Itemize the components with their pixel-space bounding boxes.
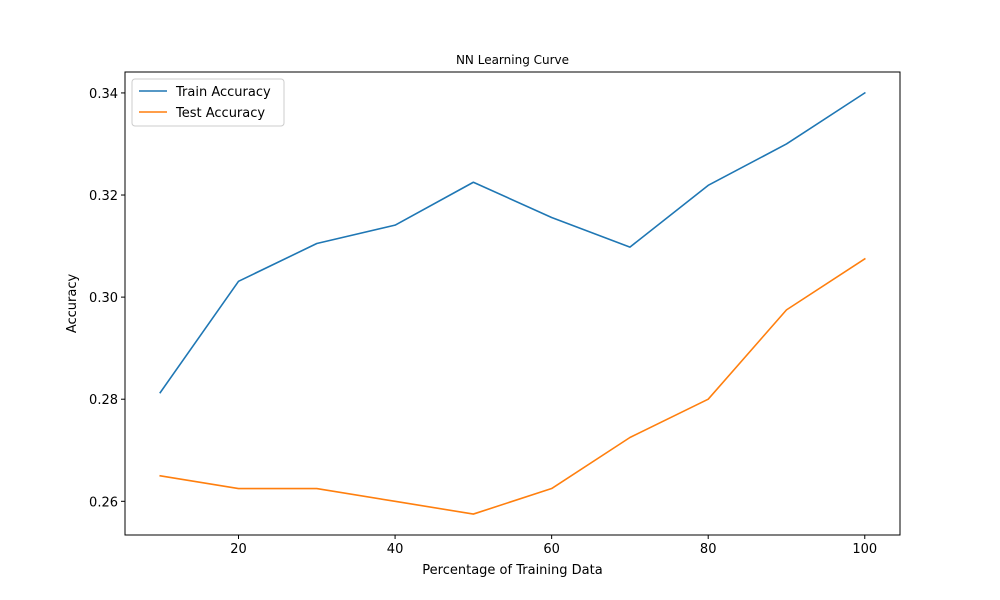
legend-label: Train Accuracy [175, 85, 271, 100]
legend: Train Accuracy Test Accuracy [131, 78, 285, 127]
y-axis-label: Accuracy [65, 274, 80, 334]
y-tick-label: 0.28 [89, 393, 118, 408]
x-tick-label: 80 [700, 542, 717, 557]
legend-box [131, 78, 285, 127]
series-line-train-accuracy [159, 91, 866, 394]
series-layer [159, 91, 866, 515]
y-tick-label: 0.26 [89, 495, 118, 510]
x-tick-label: 60 [543, 542, 560, 557]
x-axis-ticks: 20 40 60 80 100 [230, 535, 877, 557]
series-line-test-accuracy [159, 257, 866, 515]
x-tick-label: 100 [852, 542, 877, 557]
x-tick-label: 20 [230, 542, 247, 557]
chart-title: NN Learning Curve [456, 53, 569, 67]
legend-label: Test Accuracy [175, 106, 265, 121]
plot-frame [124, 71, 901, 536]
y-axis-ticks: 0.26 0.28 0.30 0.32 0.34 [89, 87, 125, 510]
y-tick-label: 0.34 [89, 87, 118, 102]
x-axis-label: Percentage of Training Data [422, 563, 602, 578]
x-tick-label: 40 [387, 542, 404, 557]
y-tick-label: 0.32 [89, 189, 118, 204]
y-tick-label: 0.30 [89, 291, 118, 306]
